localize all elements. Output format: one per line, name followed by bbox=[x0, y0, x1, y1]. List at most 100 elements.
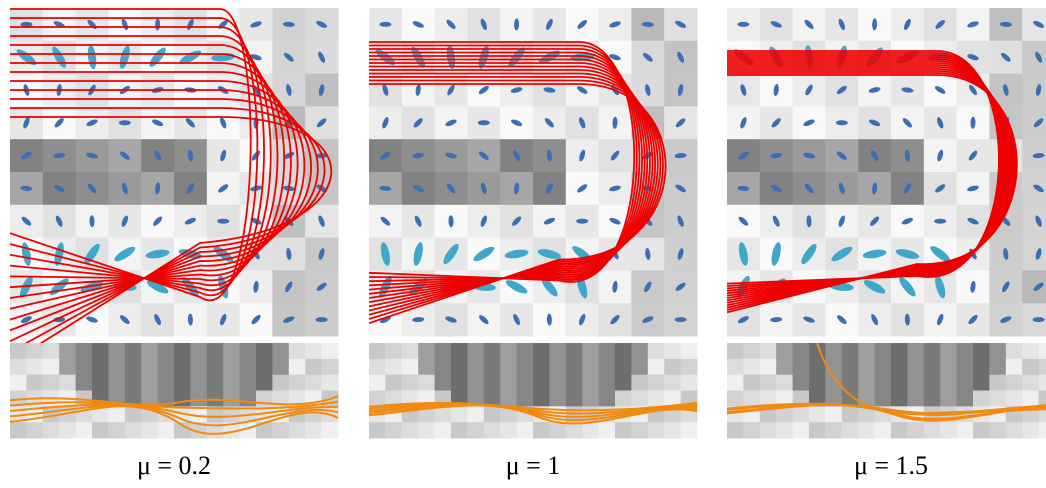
glyph bbox=[677, 215, 684, 227]
voxel bbox=[157, 374, 175, 391]
voxel bbox=[10, 374, 27, 391]
voxel bbox=[385, 343, 403, 360]
voxel bbox=[141, 358, 159, 376]
glyph bbox=[379, 185, 392, 191]
voxel bbox=[1022, 106, 1046, 140]
voxel bbox=[825, 390, 843, 407]
voxel bbox=[434, 374, 452, 391]
voxel bbox=[75, 422, 93, 439]
voxel bbox=[467, 390, 485, 407]
voxel bbox=[92, 422, 109, 439]
voxel bbox=[124, 390, 142, 407]
voxel bbox=[108, 374, 126, 391]
glyph bbox=[738, 216, 749, 226]
glyph bbox=[250, 54, 262, 61]
voxel bbox=[680, 358, 698, 376]
voxel bbox=[631, 343, 649, 360]
glyph bbox=[154, 314, 162, 326]
glyph bbox=[1002, 281, 1010, 293]
voxel bbox=[549, 343, 567, 360]
glyph bbox=[1003, 84, 1009, 96]
voxel bbox=[467, 406, 485, 423]
voxel bbox=[483, 422, 501, 439]
voxel bbox=[272, 343, 290, 360]
voxel bbox=[483, 374, 501, 391]
glyph bbox=[447, 84, 455, 96]
glyph bbox=[577, 19, 587, 29]
voxel bbox=[451, 422, 468, 439]
glyph bbox=[86, 316, 98, 323]
glyph bbox=[413, 242, 423, 266]
voxel bbox=[256, 374, 273, 391]
glyph bbox=[121, 182, 128, 195]
glyph bbox=[20, 21, 33, 27]
streamline bbox=[9, 35, 272, 287]
glyph bbox=[217, 218, 230, 224]
glyph bbox=[675, 118, 686, 128]
voxel bbox=[923, 390, 941, 407]
voxel bbox=[647, 358, 665, 376]
panel: μ = 0.2 bbox=[9, 8, 339, 480]
voxel bbox=[940, 358, 958, 376]
voxel bbox=[256, 358, 273, 376]
voxel bbox=[759, 374, 777, 391]
voxel bbox=[565, 343, 583, 360]
glyph bbox=[872, 18, 878, 31]
glyph bbox=[576, 218, 589, 224]
glyph bbox=[835, 120, 848, 126]
voxel bbox=[973, 358, 990, 376]
voxel bbox=[385, 374, 403, 391]
streamline bbox=[9, 116, 333, 364]
tractography-image bbox=[9, 8, 339, 364]
glyph bbox=[904, 313, 910, 326]
voxel bbox=[989, 374, 1007, 391]
glyph bbox=[576, 86, 588, 94]
glyph bbox=[114, 246, 136, 262]
voxel bbox=[288, 343, 306, 360]
voxel bbox=[664, 422, 682, 439]
voxel bbox=[1038, 358, 1046, 376]
glyph bbox=[543, 217, 556, 225]
voxel bbox=[1005, 390, 1023, 407]
voxel bbox=[1022, 390, 1040, 407]
voxel bbox=[1022, 422, 1040, 439]
voxel bbox=[92, 343, 109, 360]
glyph bbox=[772, 215, 780, 227]
voxel bbox=[305, 374, 323, 391]
voxel bbox=[533, 390, 550, 407]
glyph bbox=[903, 18, 911, 30]
glyph bbox=[480, 18, 487, 31]
fiber bbox=[368, 404, 698, 425]
voxel bbox=[1022, 172, 1046, 206]
voxel bbox=[451, 343, 468, 360]
glyph bbox=[412, 184, 424, 192]
voxel bbox=[680, 422, 698, 439]
voxel bbox=[369, 343, 386, 360]
voxel bbox=[92, 374, 109, 391]
voxel bbox=[206, 343, 224, 360]
glyph bbox=[937, 117, 944, 129]
streamline bbox=[368, 48, 641, 283]
voxel bbox=[124, 374, 142, 391]
glyph bbox=[967, 217, 979, 225]
voxel bbox=[157, 422, 175, 439]
glyph bbox=[1035, 215, 1042, 227]
voxel bbox=[108, 343, 126, 360]
voxel bbox=[615, 358, 632, 376]
voxel bbox=[792, 358, 810, 376]
voxel bbox=[288, 422, 306, 439]
glyph bbox=[151, 119, 164, 127]
voxel bbox=[321, 358, 339, 376]
glyph bbox=[836, 151, 847, 160]
voxel bbox=[631, 358, 649, 376]
voxel bbox=[923, 422, 941, 439]
glyph bbox=[504, 249, 529, 259]
voxel bbox=[664, 358, 682, 376]
glyph bbox=[118, 120, 131, 126]
voxel bbox=[10, 422, 27, 439]
voxel bbox=[500, 390, 518, 407]
voxel bbox=[467, 422, 485, 439]
glyph bbox=[446, 19, 456, 30]
voxel bbox=[533, 422, 550, 439]
voxel bbox=[1038, 406, 1046, 423]
